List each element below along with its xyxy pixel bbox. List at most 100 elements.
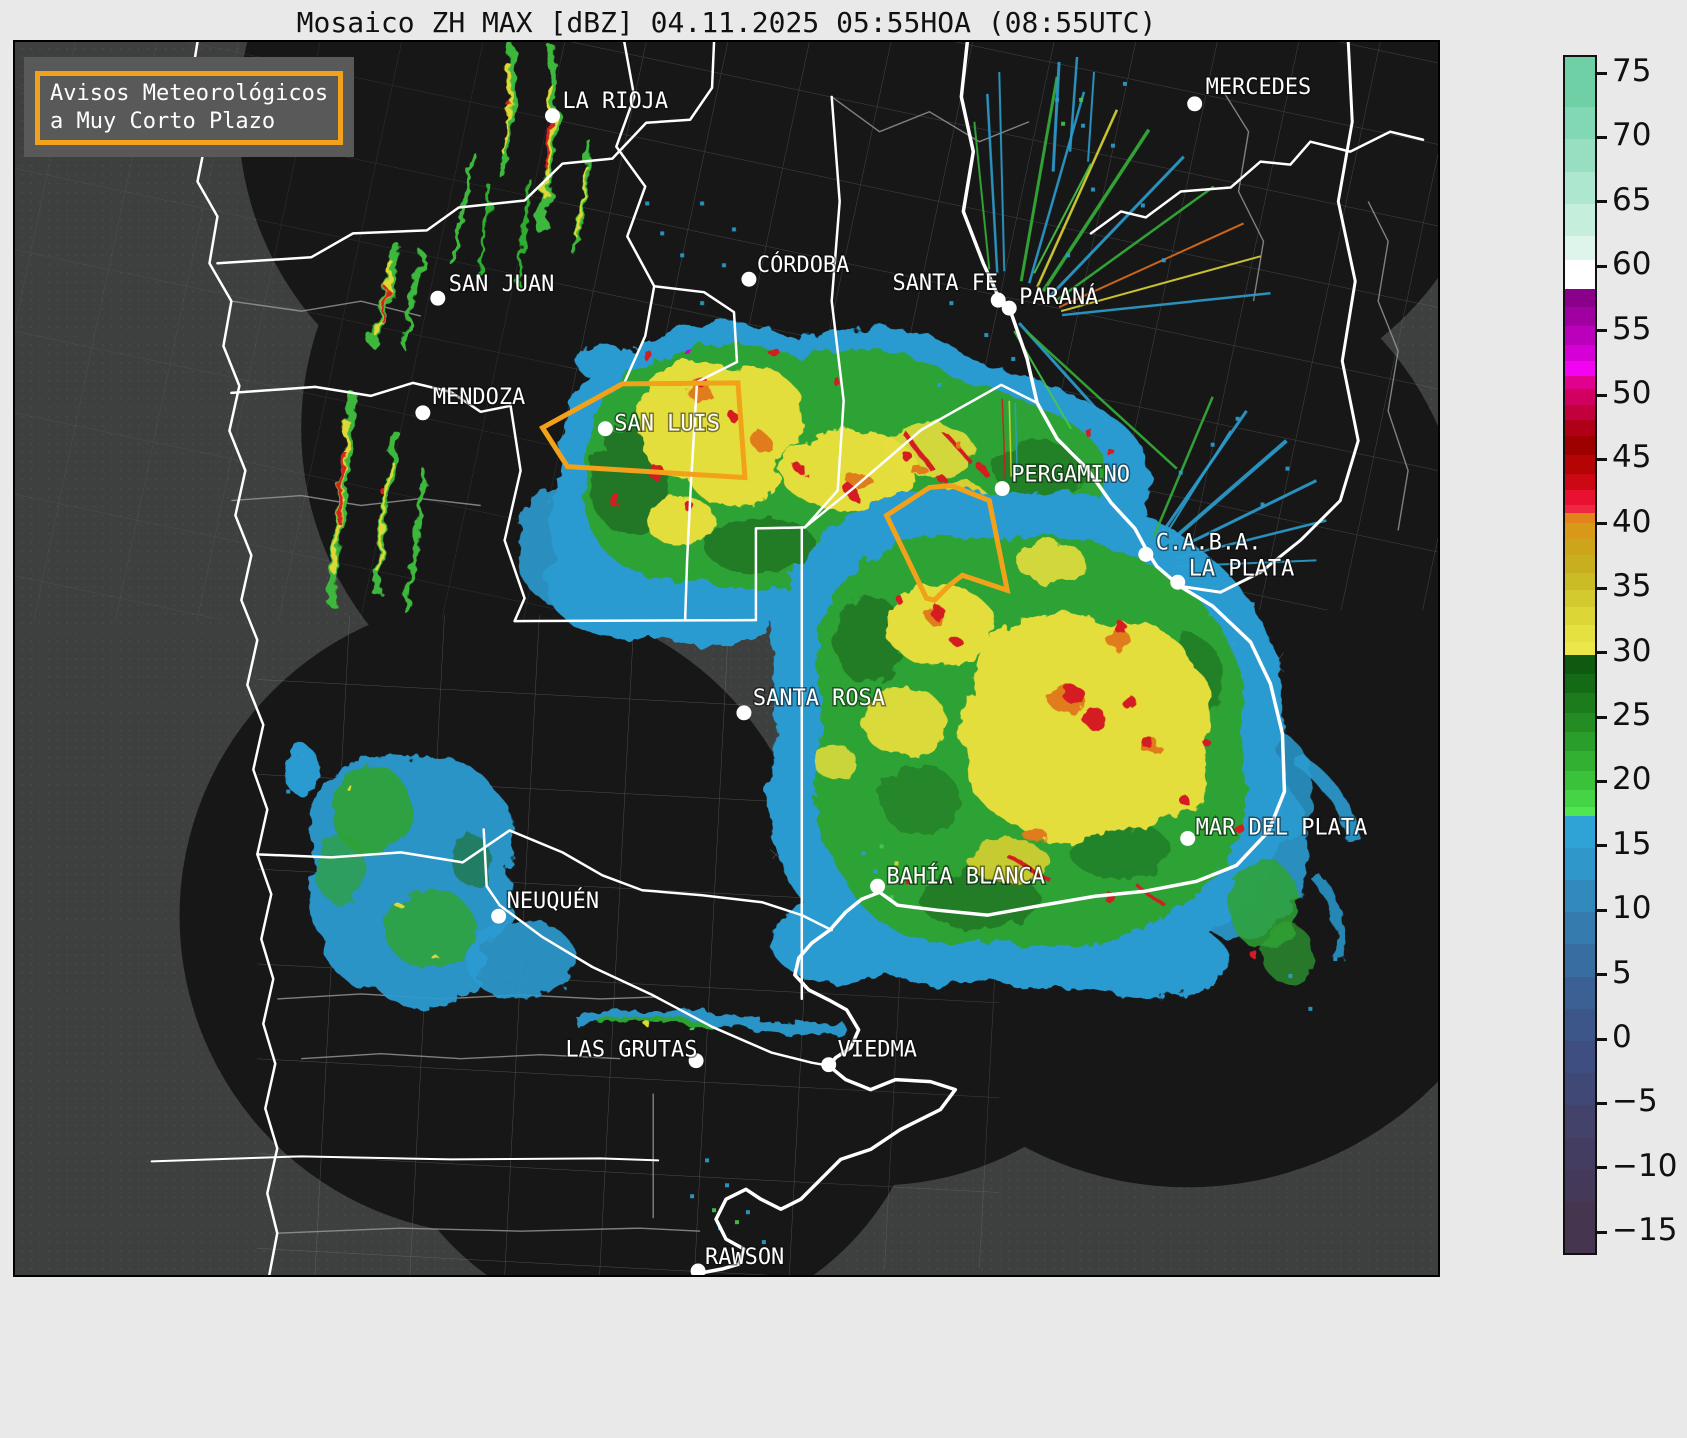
- city-dot: [990, 292, 1006, 308]
- colorbar-tick: [1597, 522, 1607, 526]
- city-label: CÓRDOBA: [757, 252, 849, 278]
- colorbar-tick: [1597, 264, 1607, 268]
- colorbar-tick-label: −5: [1612, 1083, 1658, 1120]
- colorbar-segment: [1565, 376, 1595, 390]
- colorbar-tick: [1597, 1037, 1607, 1041]
- colorbar-segment: [1565, 806, 1595, 817]
- colorbar-tick-label: −10: [1612, 1147, 1678, 1184]
- city-dot: [690, 1263, 706, 1275]
- city-dot: [430, 290, 446, 306]
- colorbar-segment: [1565, 306, 1595, 327]
- colorbar-tick-label: 30: [1612, 632, 1652, 669]
- colorbar-tick-label: 25: [1612, 697, 1652, 733]
- city-dot: [1187, 96, 1203, 112]
- colorbar-tick: [1597, 908, 1607, 912]
- colorbar-tick-label: 10: [1612, 890, 1652, 927]
- colorbar-tick-label: 15: [1612, 825, 1652, 862]
- city-dot: [1001, 300, 1017, 316]
- colorbar-segment: [1565, 139, 1595, 173]
- city-dot: [1138, 546, 1154, 562]
- warning-box-border: Avisos Meteorológicos a Muy Corto Plazo: [35, 71, 343, 145]
- city-label: RAWSON: [705, 1245, 784, 1270]
- colorbar-segment: [1565, 770, 1595, 791]
- colorbar-tick-label: 60: [1612, 246, 1652, 283]
- colorbar-tick-label: 40: [1612, 503, 1652, 540]
- colorbar-segment: [1565, 590, 1595, 608]
- colorbar-segment: [1565, 731, 1595, 752]
- city-dot: [545, 108, 560, 124]
- colorbar-segment: [1565, 454, 1595, 475]
- colorbar-tick: [1597, 393, 1607, 397]
- colorbar-segment: [1565, 538, 1595, 557]
- colorbar-segment: [1565, 1169, 1595, 1203]
- colorbar-segment: [1565, 236, 1595, 262]
- colorbar-tick-label: 5: [1612, 954, 1632, 991]
- city-label: MERCEDES: [1206, 75, 1312, 100]
- colorbar-tick: [1597, 586, 1607, 590]
- city-markers-layer: LA RIOJA MERCEDES SAN JUAN CÓRDOBA SANTA FE P…: [415, 73, 1369, 1275]
- city-dot: [1170, 574, 1186, 590]
- colorbar-segment: [1565, 260, 1595, 290]
- warning-polygons-layer: [538, 380, 1011, 603]
- colorbar-tick-label: 65: [1612, 181, 1652, 218]
- colorbar-segment: [1565, 573, 1595, 591]
- colorbar-segment: [1565, 1105, 1595, 1139]
- city-dot: [736, 705, 752, 721]
- colorbar-segment: [1565, 389, 1595, 406]
- city-label: C.A.B.A.: [1156, 530, 1262, 555]
- city-label: PERGAMINO: [1011, 463, 1130, 488]
- colorbar-segment: [1565, 673, 1595, 694]
- radar-speckles-layer: [286, 81, 1338, 1245]
- colorbar-segment: [1565, 976, 1595, 1010]
- colorbar-segment: [1565, 171, 1595, 205]
- colorbar-tick: [1597, 973, 1607, 977]
- warning-box-line2: a Muy Corto Plazo: [50, 109, 276, 134]
- warning-polygon: [883, 483, 1011, 603]
- colorbar-segment: [1565, 288, 1595, 308]
- page-title: Mosaico ZH MAX [dBZ] 04.11.2025 05:55HOA…: [296, 6, 1157, 39]
- colorbar-segment: [1565, 815, 1595, 849]
- colorbar-segment: [1565, 107, 1595, 140]
- colorbar-segment: [1565, 1202, 1595, 1253]
- radar-spokes-layer: [973, 56, 1327, 568]
- colorbar-tick: [1597, 457, 1607, 461]
- colorbar-tick-label: 0: [1612, 1019, 1632, 1055]
- colorbar-segment: [1565, 404, 1595, 421]
- colorbar-tick-label: 50: [1612, 375, 1652, 411]
- colorbar-tick: [1597, 844, 1607, 848]
- colorbar-segment: [1565, 1041, 1595, 1074]
- colorbar-tick: [1597, 1101, 1607, 1105]
- city-label: SAN LUIS: [614, 412, 720, 437]
- colorbar-tick: [1597, 200, 1607, 204]
- city-label: SANTA ROSA: [753, 686, 885, 711]
- colorbar-tick: [1597, 135, 1607, 139]
- colorbar-segment: [1565, 1008, 1595, 1042]
- city-label: SAN JUAN: [449, 272, 555, 297]
- colorbar-segment: [1565, 489, 1595, 506]
- city-label: PARANÁ: [1019, 284, 1098, 310]
- colorbar-tick: [1597, 71, 1607, 75]
- colorbar-tick-label: 70: [1612, 117, 1652, 154]
- colorbar-segment: [1565, 523, 1595, 540]
- colorbar-segment: [1565, 693, 1595, 714]
- colorbar-segment: [1565, 360, 1595, 377]
- colorbar-segment: [1565, 847, 1595, 881]
- city-label: SANTA FE: [893, 271, 999, 296]
- colorbar-segment: [1565, 435, 1595, 456]
- colorbar-tick: [1597, 1166, 1607, 1170]
- city-dot: [415, 405, 431, 421]
- colorbar-tick-label: 35: [1612, 568, 1652, 605]
- department-borders-layer: [231, 91, 1409, 1234]
- city-dot: [491, 908, 507, 924]
- city-dot: [1180, 830, 1196, 846]
- colorbar-tick-label: 55: [1612, 310, 1652, 347]
- city-label: MENDOZA: [433, 385, 525, 410]
- warning-box-line1: Avisos Meteorológicos: [50, 81, 329, 106]
- province-borders-layer: [150, 42, 1425, 1275]
- colorbar-segment: [1565, 606, 1595, 626]
- colorbar-segment: [1565, 345, 1595, 362]
- colorbar-segment: [1565, 880, 1595, 913]
- city-label: BAHÍA BLANCA: [887, 863, 1045, 889]
- colorbar-segment: [1565, 1073, 1595, 1106]
- colorbar-segment: [1565, 420, 1595, 437]
